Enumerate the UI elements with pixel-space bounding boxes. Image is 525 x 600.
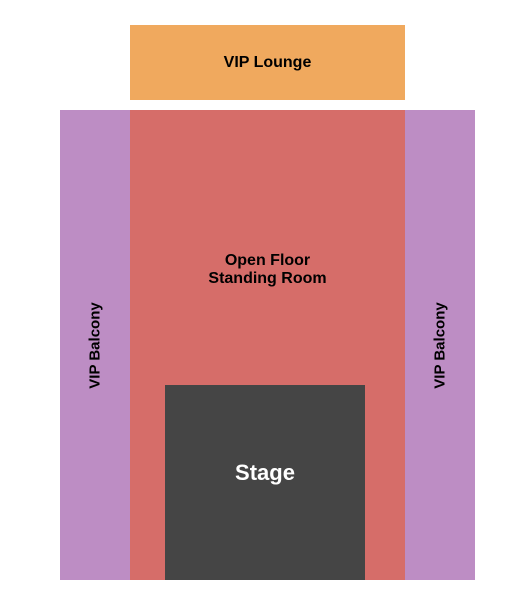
left-balcony-label: VIP Balcony: [87, 302, 104, 388]
open-floor-label: Open Floor Standing Room: [208, 252, 326, 288]
right-balcony-label: VIP Balcony: [432, 302, 449, 388]
vip-lounge-region[interactable]: VIP Lounge: [130, 25, 405, 100]
right-balcony-region[interactable]: VIP Balcony: [405, 110, 475, 580]
stage-region[interactable]: Stage: [165, 385, 365, 580]
left-balcony-region[interactable]: VIP Balcony: [60, 110, 130, 580]
vip-lounge-label: VIP Lounge: [224, 54, 312, 72]
stage-label: Stage: [235, 460, 295, 486]
